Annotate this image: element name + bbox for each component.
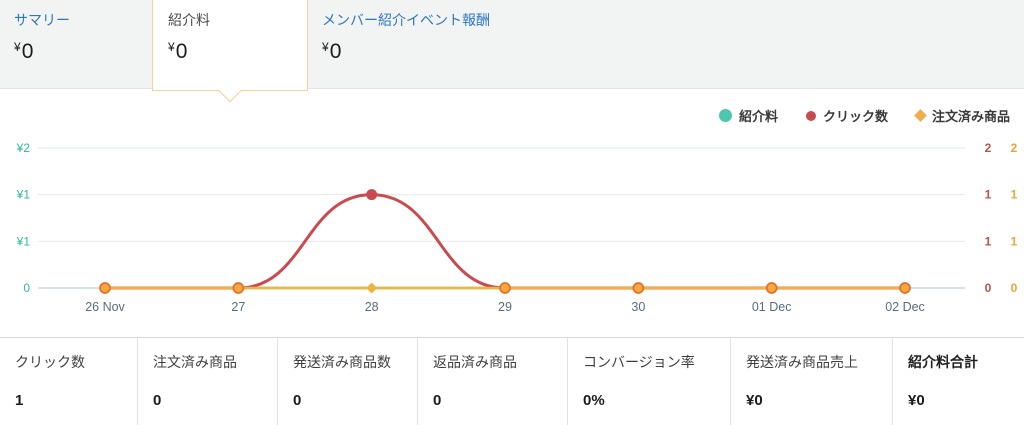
stat-header: 注文済み商品: [153, 354, 237, 370]
stat-shipped-revenue: 発送済み商品売上 ¥0: [730, 338, 892, 425]
x-axis-label: 27: [231, 300, 245, 314]
tab-summary-link[interactable]: サマリー: [14, 12, 70, 28]
chart-legend: 紹介料 クリック数 注文済み商品: [718, 106, 1010, 125]
x-axis-label: 29: [498, 300, 512, 314]
stat-returned-items: 返品済み商品 0: [417, 338, 567, 425]
y-axis-tick-left: ¥1: [16, 234, 31, 248]
stat-value: ¥0: [908, 392, 925, 409]
yen-symbol: ¥: [322, 40, 329, 54]
zero-point-marker: [232, 282, 245, 294]
y-axis-tick-orders: 2: [1011, 141, 1018, 155]
stat-value: 0: [433, 392, 442, 409]
stat-conversion-rate: コンバージョン率 0%: [567, 338, 730, 425]
tab-referral-fees-label: 紹介料: [168, 12, 210, 28]
y-axis-tick-clicks: 2: [985, 141, 992, 155]
stat-value: ¥0: [746, 392, 763, 409]
tab-member-amount: 0: [329, 40, 342, 63]
zero-point-marker: [99, 282, 111, 294]
x-axis-label: 26 Nov: [85, 300, 125, 314]
y-axis-tick-orders: 1: [1011, 234, 1018, 248]
zero-point-marker: [499, 282, 511, 294]
referral-fees-marker-icon: [718, 109, 732, 122]
legend-label: 紹介料: [738, 109, 778, 124]
y-axis-tick-orders: 0: [1011, 281, 1018, 295]
x-axis-label: 28: [365, 300, 379, 314]
tab-member-referral-value: ¥0: [322, 40, 490, 64]
tab-member-referral[interactable]: メンバー紹介イベント報酬 ¥0: [322, 10, 490, 64]
y-axis-tick-left: ¥1: [16, 188, 31, 202]
y-axis-tick-clicks: 1: [985, 234, 992, 248]
zero-point-marker: [765, 282, 778, 294]
legend-label: 注文済み商品: [931, 109, 1010, 124]
stat-total-referral-fees: 紹介料合計 ¥0: [892, 338, 1024, 425]
totals-table: クリック数 1 注文済み商品 0 発送済み商品数 0 返品済み商品 0 コンバー…: [0, 337, 1024, 425]
stat-header: コンバージョン率: [583, 354, 695, 370]
clicks-marker-icon: [805, 110, 816, 121]
y-axis-tick-clicks: 0: [985, 281, 992, 295]
tab-summary-value: ¥0: [14, 40, 70, 64]
tab-member-referral-link[interactable]: メンバー紹介イベント報酬: [322, 12, 490, 28]
legend-item-clicks[interactable]: クリック数: [805, 106, 888, 125]
legend-label: クリック数: [822, 109, 888, 124]
zero-point-marker: [632, 282, 645, 294]
referral-report-chart: ¥2 2 2 ¥1 1 1 ¥1 1 1 0 0 0 26 Nov 27 28 29 30 01 Dec 02 De…: [16, 141, 1018, 314]
stat-ordered-items: 注文済み商品 0: [137, 338, 277, 425]
clicks-peak-marker: [366, 189, 378, 201]
stat-value: 0: [293, 392, 302, 409]
y-axis-tick-orders: 1: [1011, 188, 1018, 202]
stat-header: 発送済み商品売上: [746, 354, 858, 370]
stat-value: 0%: [583, 392, 605, 409]
stat-header: クリック数: [15, 354, 85, 370]
ordered-items-marker-icon: [914, 109, 927, 122]
y-axis-tick-left: 0: [23, 281, 30, 295]
y-axis-tick-left: ¥2: [16, 141, 31, 155]
yen-symbol: ¥: [14, 40, 21, 54]
x-axis-label: 30: [631, 300, 645, 314]
x-axis-label: 01 Dec: [752, 300, 792, 314]
stat-shipped-items: 発送済み商品数 0: [277, 338, 417, 425]
tab-summary-amount: 0: [21, 40, 34, 63]
ordered-items-point-marker: [366, 282, 378, 294]
stat-header: 紹介料合計: [908, 354, 978, 370]
stat-clicks: クリック数 1: [0, 338, 137, 425]
tab-referral-fees-active[interactable]: 紹介料 ¥0: [152, 0, 308, 102]
x-axis-label: 02 Dec: [885, 300, 925, 314]
y-axis-tick-clicks: 1: [985, 188, 992, 202]
tab-referral-amount: 0: [175, 40, 188, 63]
stat-header: 返品済み商品: [433, 354, 517, 370]
legend-item-referral-fees[interactable]: 紹介料: [718, 106, 778, 125]
tab-referral-fees-value: ¥0: [168, 40, 292, 64]
stat-value: 0: [153, 392, 162, 409]
tab-summary[interactable]: サマリー ¥0: [14, 10, 70, 64]
stat-value: 1: [15, 392, 24, 409]
legend-item-ordered-items[interactable]: 注文済み商品: [914, 106, 1010, 125]
zero-point-marker: [899, 282, 911, 294]
yen-symbol: ¥: [168, 40, 175, 54]
stat-header: 発送済み商品数: [293, 354, 391, 370]
